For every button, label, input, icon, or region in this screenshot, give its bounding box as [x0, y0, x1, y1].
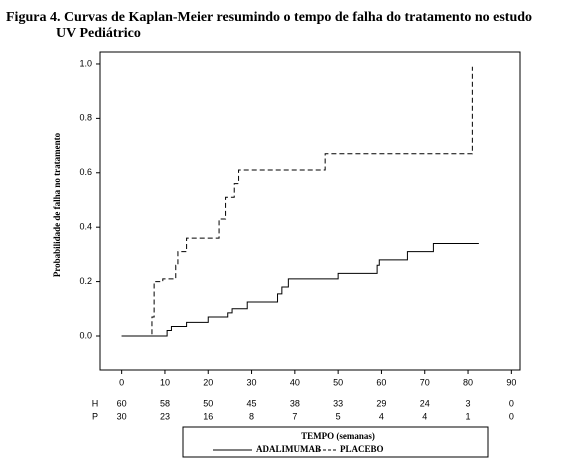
- risk-count: 58: [160, 398, 170, 408]
- risk-count: 23: [160, 411, 170, 421]
- y-tick-label: 0.6: [79, 167, 92, 177]
- plot-frame: [99, 51, 521, 371]
- risk-count: 7: [292, 411, 297, 421]
- x-tick-label: 0: [119, 377, 124, 387]
- y-axis-label: Probabilidade de falha no tratamento: [52, 132, 62, 277]
- km-curve: [121, 66, 473, 337]
- risk-count: 0: [509, 398, 514, 408]
- risk-count: 3: [466, 398, 471, 408]
- x-tick-label: 80: [463, 377, 473, 387]
- x-tick-label: 10: [160, 377, 170, 387]
- risk-count: 0: [509, 411, 514, 421]
- chart-title: Figura 4. Curvas de Kaplan-Meier resumin…: [6, 10, 532, 25]
- risk-row-label: H: [92, 398, 99, 408]
- legend-label: PLACEBO: [340, 444, 384, 454]
- risk-count: 33: [333, 398, 343, 408]
- y-tick-label: 1.0: [79, 58, 92, 68]
- y-tick-label: 0.8: [79, 113, 92, 123]
- x-tick-label: 90: [506, 377, 516, 387]
- x-tick-label: 20: [203, 377, 213, 387]
- km-curve: [121, 243, 479, 337]
- risk-count: 1: [466, 411, 471, 421]
- risk-count: 16: [203, 411, 213, 421]
- risk-count: 5: [336, 411, 341, 421]
- risk-count: 8: [249, 411, 254, 421]
- x-tick-label: 40: [290, 377, 300, 387]
- risk-count: 38: [290, 398, 300, 408]
- y-tick-label: 0.4: [79, 222, 92, 232]
- risk-row-label: P: [92, 411, 98, 421]
- y-tick-label: 0.0: [79, 330, 92, 340]
- risk-count: 30: [117, 411, 127, 421]
- x-axis-label: TEMPO (semanas): [301, 431, 375, 441]
- chart-title: UV Pediátrico: [56, 26, 141, 41]
- risk-count: 60: [117, 398, 127, 408]
- x-tick-label: 60: [376, 377, 386, 387]
- risk-count: 24: [420, 398, 430, 408]
- x-tick-label: 50: [333, 377, 343, 387]
- risk-count: 4: [379, 411, 384, 421]
- legend-label: ADALIMUMAB: [256, 444, 321, 454]
- legend-box: [182, 426, 489, 458]
- risk-count: 50: [203, 398, 213, 408]
- x-tick-label: 70: [420, 377, 430, 387]
- risk-count: 29: [376, 398, 386, 408]
- y-tick-label: 0.2: [79, 276, 92, 286]
- risk-count: 4: [422, 411, 427, 421]
- risk-count: 45: [247, 398, 257, 408]
- x-tick-label: 30: [247, 377, 257, 387]
